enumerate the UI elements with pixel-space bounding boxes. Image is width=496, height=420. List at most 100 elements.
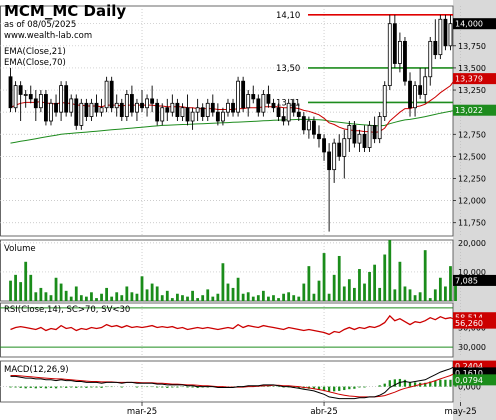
volume-bar — [84, 296, 88, 301]
price-tick-label: 13,500 — [458, 64, 486, 73]
candle-down — [215, 111, 220, 122]
candle-up — [423, 76, 428, 95]
volume-bar — [95, 298, 98, 301]
candle-down — [352, 125, 357, 144]
volume-bar — [29, 274, 33, 301]
volume-bar — [428, 298, 432, 301]
volume-bar — [216, 293, 220, 301]
candle-up — [145, 98, 149, 109]
volume-bar — [246, 292, 250, 301]
volume-bar — [312, 293, 316, 301]
candle-up — [124, 94, 129, 117]
volume-panel-title: Volume — [4, 244, 36, 254]
volume-bar — [130, 292, 134, 301]
volume-bar — [398, 261, 402, 301]
price-tick-label: 11,750 — [458, 219, 486, 228]
rsi-line — [10, 314, 456, 336]
volume-bar — [307, 266, 311, 301]
volume-bar — [34, 292, 38, 301]
candle-down — [200, 107, 205, 117]
candle-up — [170, 102, 175, 113]
volume-bar — [261, 290, 265, 301]
legend-ema70: EMA(Close,70) — [4, 58, 66, 68]
price-tick-label: 13,750 — [458, 42, 486, 51]
candle-down — [18, 85, 23, 95]
volume-bar — [277, 298, 280, 301]
candle-down — [109, 80, 114, 109]
candle-up — [397, 40, 402, 64]
date-tick-label: abr-25 — [310, 407, 337, 417]
volume-bar — [24, 261, 28, 301]
candle-up — [114, 102, 119, 109]
volume-bar — [302, 283, 306, 301]
volume-bar — [292, 295, 296, 301]
candle-up — [180, 107, 185, 117]
volume-bar — [186, 296, 189, 301]
candle-up — [377, 116, 382, 140]
candle-up — [428, 40, 433, 78]
volume-bar — [272, 295, 275, 301]
price-panel: 14,00013,75013,50013,25013,00012,75012,5… — [0, 5, 496, 237]
rsi-panel: 50,00030,00058,51456,260 — [0, 302, 496, 358]
candle-up — [226, 102, 230, 113]
volume-tick-label: 20,000 — [458, 239, 486, 248]
candle-down — [281, 116, 286, 122]
candle-down — [337, 142, 342, 157]
candle-up — [286, 102, 291, 122]
value-axis-strip — [453, 0, 496, 420]
volume-bar — [125, 286, 129, 301]
volume-bar — [337, 255, 341, 301]
volume-bar — [236, 277, 240, 301]
last-price-label: 14,000 — [455, 20, 483, 29]
price-tick-label: 12,250 — [458, 175, 486, 184]
volume-bar — [256, 295, 260, 301]
volume-bar — [79, 295, 83, 301]
candle-down — [33, 98, 38, 109]
last-ema21-label: 13,379 — [455, 75, 483, 84]
volume-bar — [69, 296, 73, 301]
price-tick-label: 12,500 — [458, 152, 486, 161]
volume-bar — [115, 292, 119, 301]
candle-down — [418, 85, 423, 95]
candle-down — [362, 133, 367, 148]
volume-bar — [393, 289, 397, 301]
candle-down — [119, 102, 124, 117]
value-axis-background — [453, 0, 496, 420]
volume-bar — [368, 271, 371, 301]
candle-down — [271, 102, 276, 109]
candle-down — [327, 151, 332, 171]
macd-line — [10, 365, 456, 400]
volume-bar — [19, 282, 23, 301]
candle-up — [367, 125, 372, 148]
volume-bar — [332, 274, 336, 301]
candle-down — [8, 76, 13, 109]
price-tick-label: 12,000 — [458, 197, 486, 206]
volume-bar — [105, 287, 108, 301]
volume-bar — [363, 283, 366, 301]
candle-up — [99, 107, 104, 113]
volume-bar — [413, 295, 417, 301]
candle-up — [190, 111, 195, 122]
rsi-panel-title: RSI(Close,14), SC>70, SV<30 — [4, 305, 130, 315]
volume-bar — [211, 296, 215, 301]
volume-bar — [54, 277, 58, 301]
candle-down — [231, 102, 235, 113]
candle-down — [140, 102, 144, 109]
volume-bar — [181, 295, 184, 301]
volume-bar — [342, 286, 346, 301]
candle-down — [312, 120, 316, 135]
signal-last-label: 0,1610 — [455, 369, 483, 378]
candle-up — [89, 102, 94, 117]
volume-bar — [140, 276, 144, 301]
volume-bar — [14, 274, 17, 301]
volume-bar — [59, 283, 63, 301]
volume-bar — [317, 280, 321, 301]
candle-down — [266, 94, 271, 104]
level-label: 13,50 — [276, 64, 300, 74]
candle-down — [165, 107, 170, 113]
candle-up — [104, 80, 109, 109]
candle-down — [185, 107, 190, 122]
volume-bar — [267, 296, 270, 301]
candle-down — [322, 138, 326, 153]
